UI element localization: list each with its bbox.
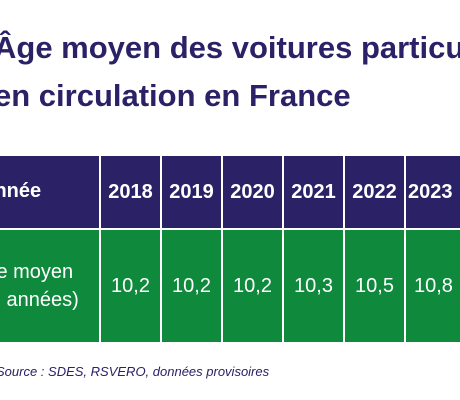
header-year-cell: 2018 [101, 156, 160, 228]
header-year: 2018 [108, 180, 153, 203]
value-cell: 10,2 [101, 230, 160, 342]
title-line-1: Âge moyen des voitures particulières [0, 30, 460, 65]
value: 10,2 [172, 274, 211, 297]
title-line-2: en circulation en France [0, 78, 351, 113]
value: 10,8 [414, 274, 453, 297]
header-year-cell: 2022 [345, 156, 404, 228]
header-year: 2022 [352, 180, 397, 203]
header-year-cell: 2023 [406, 156, 460, 228]
header-year: 2020 [230, 180, 275, 203]
value: 10,3 [294, 274, 333, 297]
value-cell: 10,3 [284, 230, 343, 342]
source-note: Source : SDES, RSVERO, données provisoir… [0, 364, 270, 379]
header-year-cell: 2019 [162, 156, 221, 228]
data-table: Année 2018 2019 2020 2021 2022 2023 Âge … [0, 156, 460, 342]
header-year-cell: 2021 [284, 156, 343, 228]
header-year: 2021 [291, 180, 336, 203]
header-label-cell: Année [0, 156, 99, 228]
header-label: Année [0, 180, 42, 202]
value-cell: 10,2 [223, 230, 282, 342]
value-cell: 10,5 [345, 230, 404, 342]
value: 10,2 [111, 274, 150, 297]
row-label: Âge moyen (en années) [0, 258, 90, 314]
data-label-cell: Âge moyen (en années) [0, 230, 99, 342]
value-cell: 10,8 [406, 230, 460, 342]
header-year-cell: 2020 [223, 156, 282, 228]
header-year: 2023 [408, 180, 453, 203]
value-cell: 10,2 [162, 230, 221, 342]
header-year: 2019 [169, 180, 214, 203]
value: 10,2 [233, 274, 272, 297]
chart-title: Âge moyen des voitures particulières en … [0, 0, 460, 130]
row-label-text: Âge moyen (en années) [0, 261, 79, 311]
value: 10,5 [355, 274, 394, 297]
